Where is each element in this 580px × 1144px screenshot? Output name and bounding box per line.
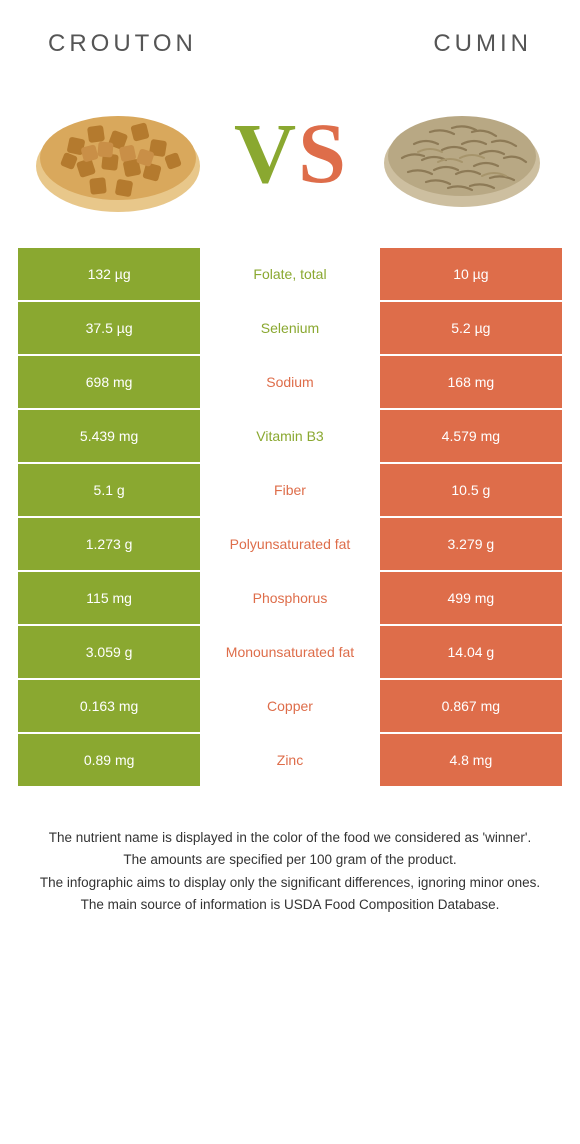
value-right: 5.2 µg bbox=[380, 302, 562, 354]
nutrient-row: 1.273 gPolyunsaturated fat3.279 g bbox=[18, 518, 562, 570]
value-left: 1.273 g bbox=[18, 518, 200, 570]
nutrient-row: 0.89 mgZinc4.8 mg bbox=[18, 734, 562, 786]
value-right: 0.867 mg bbox=[380, 680, 562, 732]
value-right: 10 µg bbox=[380, 248, 562, 300]
nutrient-row: 37.5 µgSelenium5.2 µg bbox=[18, 302, 562, 354]
nutrient-label: Folate, total bbox=[200, 248, 380, 300]
nutrient-label: Zinc bbox=[200, 734, 380, 786]
nutrient-row: 132 µgFolate, total10 µg bbox=[18, 248, 562, 300]
footer-line: The main source of information is USDA F… bbox=[28, 895, 552, 915]
footer-line: The amounts are specified per 100 gram o… bbox=[28, 850, 552, 870]
nutrient-row: 115 mgPhosphorus499 mg bbox=[18, 572, 562, 624]
value-left: 5.439 mg bbox=[18, 410, 200, 462]
value-left: 132 µg bbox=[18, 248, 200, 300]
nutrient-table: 132 µgFolate, total10 µg37.5 µgSelenium5… bbox=[18, 248, 562, 786]
footer-line: The nutrient name is displayed in the co… bbox=[28, 828, 552, 848]
value-left: 0.163 mg bbox=[18, 680, 200, 732]
value-left: 37.5 µg bbox=[18, 302, 200, 354]
nutrient-row: 698 mgSodium168 mg bbox=[18, 356, 562, 408]
value-left: 0.89 mg bbox=[18, 734, 200, 786]
vs-s: S bbox=[298, 110, 346, 196]
hero-row: V S bbox=[18, 88, 562, 248]
value-right: 4.579 mg bbox=[380, 410, 562, 462]
title-right: CUMIN bbox=[433, 30, 532, 58]
value-right: 10.5 g bbox=[380, 464, 562, 516]
title-left: CROUTON bbox=[48, 30, 197, 58]
value-left: 698 mg bbox=[18, 356, 200, 408]
title-row: CROUTON CUMIN bbox=[18, 20, 562, 88]
vs-v: V bbox=[234, 110, 296, 196]
nutrient-row: 5.439 mgVitamin B34.579 mg bbox=[18, 410, 562, 462]
value-left: 5.1 g bbox=[18, 464, 200, 516]
nutrient-label: Copper bbox=[200, 680, 380, 732]
nutrient-row: 0.163 mgCopper0.867 mg bbox=[18, 680, 562, 732]
nutrient-label: Polyunsaturated fat bbox=[200, 518, 380, 570]
value-right: 168 mg bbox=[380, 356, 562, 408]
value-right: 14.04 g bbox=[380, 626, 562, 678]
value-right: 3.279 g bbox=[380, 518, 562, 570]
value-left: 115 mg bbox=[18, 572, 200, 624]
nutrient-label: Vitamin B3 bbox=[200, 410, 380, 462]
nutrient-label: Phosphorus bbox=[200, 572, 380, 624]
nutrient-row: 5.1 gFiber10.5 g bbox=[18, 464, 562, 516]
value-right: 4.8 mg bbox=[380, 734, 562, 786]
nutrient-label: Selenium bbox=[200, 302, 380, 354]
vs-label: V S bbox=[234, 110, 346, 196]
crouton-image bbox=[28, 88, 208, 218]
value-right: 499 mg bbox=[380, 572, 562, 624]
nutrient-row: 3.059 gMonounsaturated fat14.04 g bbox=[18, 626, 562, 678]
nutrient-label: Monounsaturated fat bbox=[200, 626, 380, 678]
value-left: 3.059 g bbox=[18, 626, 200, 678]
footer-notes: The nutrient name is displayed in the co… bbox=[18, 788, 562, 927]
nutrient-label: Sodium bbox=[200, 356, 380, 408]
cumin-image bbox=[372, 88, 552, 218]
infographic-container: CROUTON CUMIN bbox=[0, 0, 580, 947]
footer-line: The infographic aims to display only the… bbox=[28, 873, 552, 893]
nutrient-label: Fiber bbox=[200, 464, 380, 516]
